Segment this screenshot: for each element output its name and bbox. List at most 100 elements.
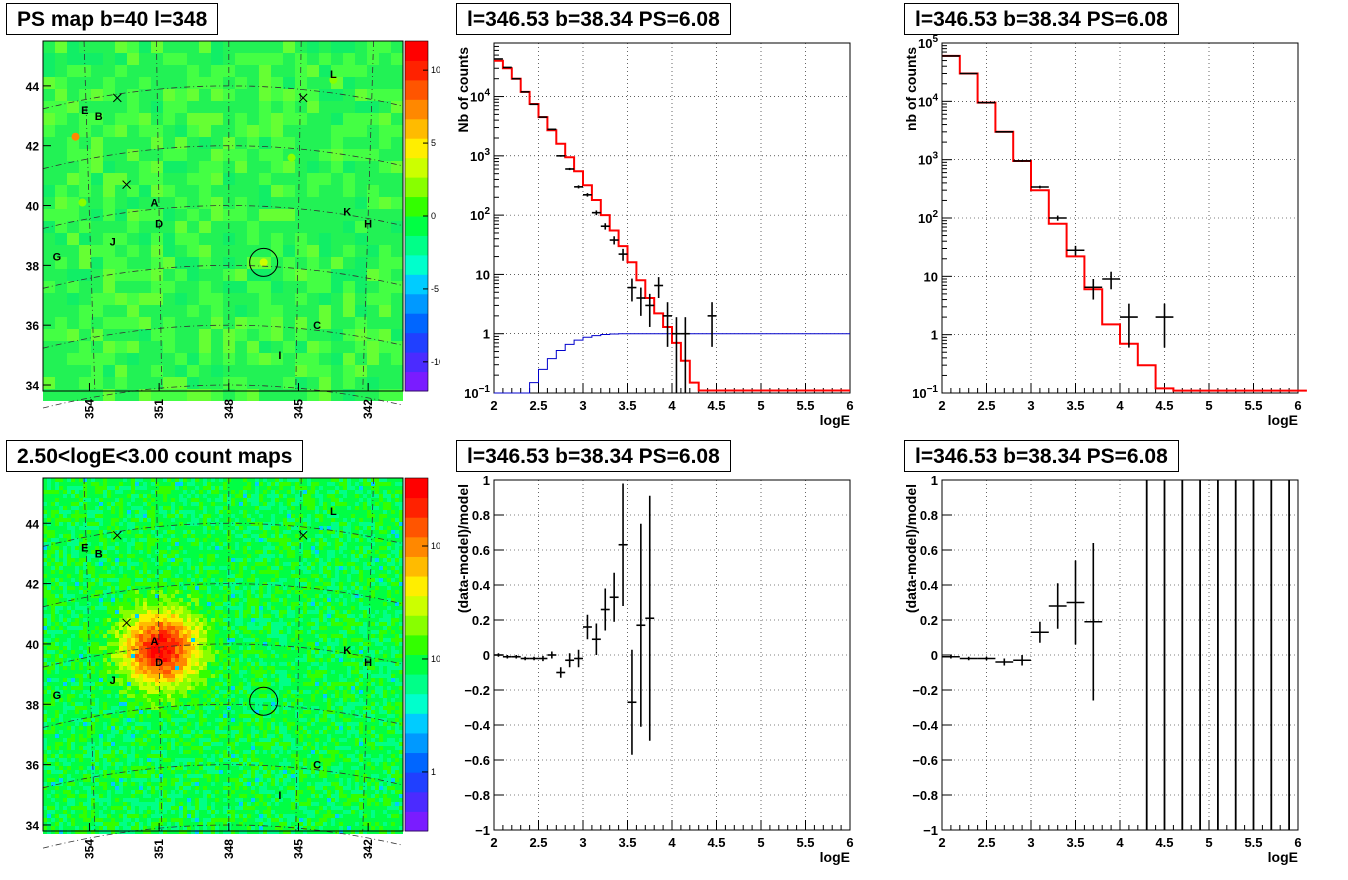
map-pixel [119, 494, 123, 498]
map-pixel [219, 594, 223, 598]
map-pixel [211, 514, 215, 518]
map-pixel [139, 173, 151, 185]
map-pixel [251, 626, 255, 630]
map-pixel [135, 582, 139, 586]
map-pixel [211, 101, 223, 113]
map-pixel [367, 550, 371, 554]
map-pixel [119, 594, 123, 598]
map-pixel [75, 582, 79, 586]
map-pixel [195, 534, 199, 538]
map-pixel [207, 578, 211, 582]
map-pixel [43, 530, 47, 534]
map-pixel [347, 566, 351, 570]
map-pixel [235, 510, 239, 514]
map-pixel [55, 610, 59, 614]
map-pixel [119, 546, 123, 550]
map-pixel [235, 578, 239, 582]
map-pixel [247, 173, 259, 185]
map-pixel [163, 125, 175, 137]
map-pixel [139, 522, 143, 526]
map-pixel [323, 546, 327, 550]
map-pixel [231, 606, 235, 610]
map-pixel [223, 638, 227, 642]
map-pixel [399, 622, 403, 626]
map-pixel [187, 233, 199, 245]
map-pixel [123, 634, 127, 638]
map-pixel [123, 518, 127, 522]
map-pixel [131, 538, 135, 542]
map-pixel [283, 197, 295, 209]
map-pixel [43, 377, 55, 389]
map-pixel [67, 594, 71, 598]
map-pixel [315, 550, 319, 554]
map-pixel [259, 281, 271, 293]
map-pixel [331, 125, 343, 137]
map-pixel [295, 630, 299, 634]
map-l-tick-label: 351 [152, 399, 166, 419]
map-pixel [219, 602, 223, 606]
map-pixel [207, 534, 211, 538]
map-pixel [167, 622, 171, 626]
map-pixel [319, 542, 323, 546]
map-pixel [323, 494, 327, 498]
map-pixel [123, 522, 127, 526]
map-pixel [391, 185, 403, 197]
map-pixel [171, 498, 175, 502]
map-pixel [167, 562, 171, 566]
map-pixel [283, 77, 295, 89]
map-pixel [71, 482, 75, 486]
map-pixel [271, 490, 275, 494]
map-pixel [251, 606, 255, 610]
map-pixel [159, 634, 163, 638]
map-pixel [347, 542, 351, 546]
map-pixel [375, 618, 379, 622]
map-pixel [343, 245, 355, 257]
map-pixel [199, 486, 203, 490]
map-pixel [223, 610, 227, 614]
map-pixel [307, 341, 319, 353]
map-pixel [103, 502, 107, 506]
map-pixel [375, 550, 379, 554]
map-pixel [163, 41, 175, 53]
map-pixel [115, 137, 127, 149]
map-pixel [375, 522, 379, 526]
map-pixel [99, 610, 103, 614]
map-pixel [127, 610, 131, 614]
map-pixel [371, 522, 375, 526]
map-pixel [307, 125, 319, 137]
map-pixel [339, 566, 343, 570]
map-pixel [47, 654, 51, 658]
map-pixel [175, 353, 187, 365]
map-pixel [47, 570, 51, 574]
map-pixel [319, 125, 331, 137]
map-pixel [327, 574, 331, 578]
map-pixel [379, 618, 383, 622]
map-pixel [335, 602, 339, 606]
map-pixel [199, 574, 203, 578]
map-pixel [319, 185, 331, 197]
map-pixel [59, 498, 63, 502]
map-pixel [367, 77, 379, 89]
map-pixel [395, 538, 399, 542]
map-pixel [211, 149, 223, 161]
map-pixel [347, 594, 351, 598]
map-pixel [255, 642, 259, 646]
map-pixel [355, 281, 367, 293]
map-pixel [47, 562, 51, 566]
map-pixel [303, 518, 307, 522]
map-pixel [319, 89, 331, 101]
map-pixel [43, 562, 47, 566]
map-pixel [59, 634, 63, 638]
map-pixel [255, 490, 259, 494]
map-pixel [59, 506, 63, 510]
map-pixel [211, 606, 215, 610]
map-pixel [151, 574, 155, 578]
map-pixel [363, 630, 367, 634]
map-pixel [275, 614, 279, 618]
map-pixel [139, 590, 143, 594]
map-pixel [87, 526, 91, 530]
map-pixel [307, 574, 311, 578]
map-pixel [103, 622, 107, 626]
map-pixel [283, 634, 287, 638]
map-pixel [255, 546, 259, 550]
